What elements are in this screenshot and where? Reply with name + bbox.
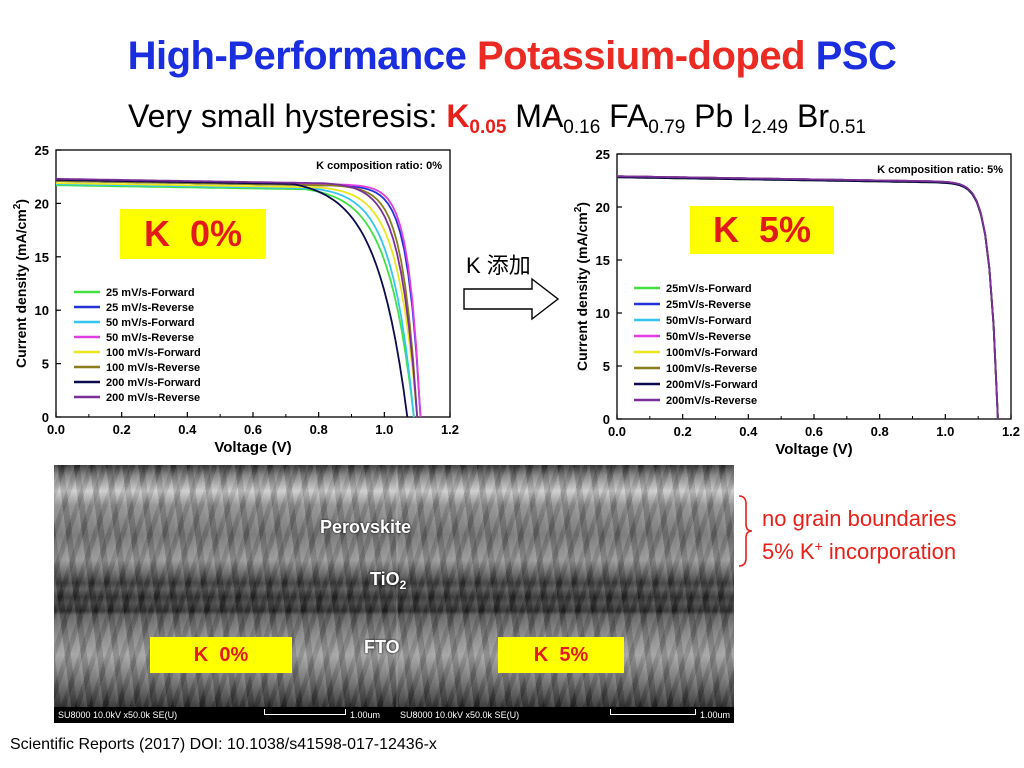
- legend-label: 100mV/s-Forward: [666, 347, 758, 359]
- legend-label: 25mV/s-Reverse: [666, 299, 751, 311]
- jv-curve: [55, 182, 419, 418]
- x-tick-label: 0.6: [244, 422, 262, 437]
- legend-label: 50mV/s-Forward: [666, 315, 752, 327]
- x-tick-label: 1.2: [1002, 424, 1020, 439]
- k0-highlight-label: K 0%: [120, 209, 266, 259]
- y-tick-label: 25: [35, 143, 49, 158]
- note-k-incorporation: 5% K+ incorporation: [762, 538, 957, 564]
- x-tick-label: 0.2: [113, 422, 131, 437]
- title-part-1: High-Performance: [127, 34, 467, 78]
- sem-cross-section-image: Perovskite TiO2 FTO K 0% K 5% SU8000 10.…: [54, 465, 734, 723]
- jv-curve: [616, 176, 999, 420]
- fto-layer-label: FTO: [364, 637, 400, 657]
- x-tick-label: 0.4: [739, 424, 758, 439]
- legend-label: 200mV/s-Reverse: [666, 395, 757, 407]
- y-tick-label: 20: [35, 196, 49, 211]
- y-tick-label: 5: [603, 359, 610, 374]
- jv-curve: [55, 177, 419, 418]
- y-tick-label: 10: [35, 303, 49, 318]
- jv-curve: [55, 184, 415, 418]
- legend-label: 50 mV/s-Forward: [106, 317, 195, 329]
- sem-image-divider: [396, 465, 398, 710]
- y-tick-label: 0: [42, 410, 49, 425]
- k5-highlight-label: K 5%: [690, 206, 834, 254]
- legend-label: 100 mV/s-Reverse: [106, 362, 200, 374]
- jv-chart-k5: 0.0 0.2 0.4 0.6 0.8 1.0 1.2 0 5 10 15 20 25 Voltage (…: [573, 147, 1020, 458]
- legend-label: 25mV/s-Forward: [666, 283, 752, 295]
- y-tick-label: 10: [596, 306, 610, 321]
- legend-label: 25 mV/s-Forward: [106, 287, 195, 299]
- k-addition-label: K 添加: [466, 253, 531, 278]
- title-part-3: PSC: [815, 34, 897, 78]
- formula-pb: Pb: [694, 98, 734, 134]
- y-tick-label: 0: [603, 412, 610, 427]
- sem-right-scalebar: [610, 709, 696, 715]
- legend-label: 25 mV/s-Reverse: [106, 302, 194, 314]
- legend-label: 50 mV/s-Reverse: [106, 332, 194, 344]
- formula-i: I2.49: [742, 98, 789, 138]
- y-tick-label: 5: [42, 357, 49, 372]
- sem-right-scale: 1.00um: [700, 710, 731, 720]
- y-tick-label: 25: [596, 147, 610, 162]
- right-arrow-icon: [463, 277, 560, 321]
- legend-label: 100mV/s-Reverse: [666, 363, 757, 375]
- citation: Scientific Reports (2017) DOI: 10.1038/s…: [10, 736, 437, 753]
- sem-info-bar: SU8000 10.0kV x50.0k SE(U) 1.00um SU8000…: [54, 707, 734, 723]
- y-tick-label: 20: [596, 200, 610, 215]
- plot-frame: [616, 153, 1012, 420]
- sem-right-info: SU8000 10.0kV x50.0k SE(U): [400, 710, 520, 720]
- jv-curve: [55, 179, 409, 418]
- formula-fa: FA0.79: [609, 98, 686, 138]
- tio2-layer-label: TiO2: [370, 569, 407, 592]
- composition-subtitle: Very small hysteresis: K0.05 MA0.16 FA0.…: [128, 100, 866, 137]
- sem-left-info: SU8000 10.0kV x50.0k SE(U): [58, 710, 178, 720]
- sem-left-scalebar: [264, 709, 346, 715]
- x-axis-label: Voltage (V): [775, 441, 852, 458]
- title-part-2: Potassium-doped: [476, 34, 806, 78]
- x-tick-label: 0.8: [871, 424, 889, 439]
- formula-br: Br0.51: [796, 98, 866, 138]
- legend-label: 200 mV/s-Forward: [106, 377, 201, 389]
- y-tick-label: 15: [596, 253, 610, 268]
- jv-curve: [56, 183, 415, 418]
- formula-ma: MA0.16: [515, 98, 601, 138]
- x-tick-label: 0.0: [608, 424, 626, 439]
- legend-label: 100 mV/s-Forward: [106, 347, 201, 359]
- y-axis-label: Current density (mA/cm2): [12, 199, 29, 368]
- legend-label: 50mV/s-Reverse: [666, 331, 751, 343]
- x-tick-label: 1.0: [936, 424, 954, 439]
- perovskite-layer-label: Perovskite: [320, 517, 412, 537]
- x-tick-label: 0.0: [47, 422, 65, 437]
- y-tick-label: 15: [35, 250, 49, 265]
- sem-k5-label: K 5%: [498, 637, 624, 673]
- x-tick-label: 0.6: [805, 424, 823, 439]
- composition-annotation: K composition ratio: 0%: [316, 160, 442, 172]
- formula-k: K0.05: [446, 98, 507, 138]
- sem-left-scale: 1.00um: [350, 710, 381, 720]
- x-tick-label: 0.4: [178, 422, 197, 437]
- subtitle-prefix: Very small hysteresis:: [128, 98, 447, 134]
- legend-label: 200mV/s-Forward: [666, 379, 758, 391]
- composition-annotation: K composition ratio: 5%: [877, 164, 1003, 176]
- x-tick-label: 0.2: [674, 424, 692, 439]
- x-tick-label: 1.2: [441, 422, 459, 437]
- legend-label: 200 mV/s-Reverse: [106, 392, 200, 404]
- x-axis-label: Voltage (V): [214, 439, 291, 456]
- sem-k0-label: K 0%: [150, 637, 292, 673]
- x-tick-label: 0.8: [310, 422, 328, 437]
- y-axis-label: Current density (mA/cm2): [573, 202, 590, 371]
- jv-curve: [617, 175, 999, 420]
- x-tick-label: 1.0: [375, 422, 393, 437]
- slide-title: High-Performance Potassium-doped PSC: [0, 36, 1024, 76]
- note-no-grain-boundaries: no grain boundaries: [762, 506, 957, 531]
- right-brace-icon: [738, 495, 753, 567]
- jv-chart-k0: 0.0 0.2 0.4 0.6 0.8 1.0 1.2 0 5 10 15 20 25 Voltage (…: [12, 143, 459, 456]
